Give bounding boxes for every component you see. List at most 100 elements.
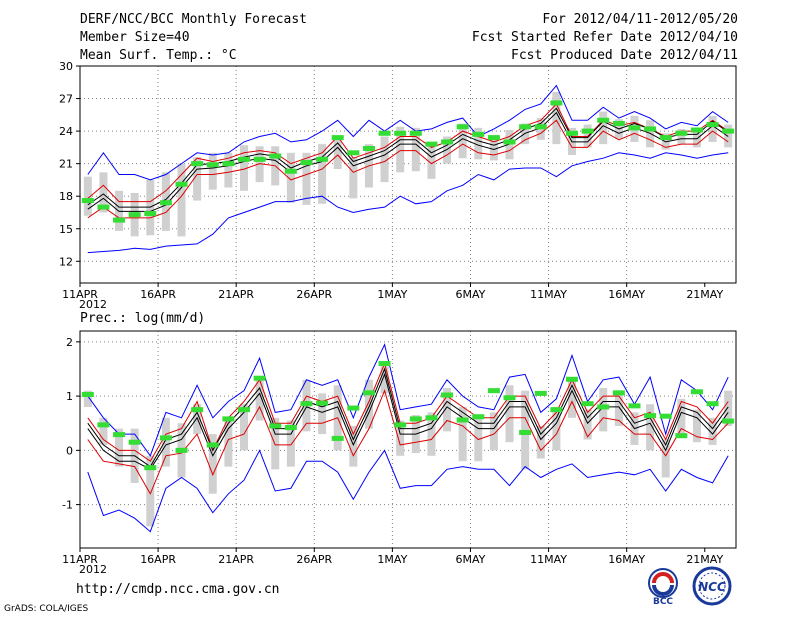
temperature-spread-bar bbox=[599, 111, 608, 145]
temperature-observed-mark bbox=[612, 121, 625, 127]
temperature-ytick-label: 18 bbox=[59, 190, 73, 203]
precipitation-ytick-label: -1 bbox=[62, 499, 73, 512]
precipitation-observed-mark bbox=[362, 390, 375, 396]
precipitation-spread-bar bbox=[240, 404, 248, 451]
temperature-xtick-label: 16APR bbox=[140, 288, 176, 301]
temperature-observed-mark bbox=[97, 204, 110, 210]
precipitation-spread-bar bbox=[568, 377, 576, 418]
precipitation-observed-mark bbox=[206, 442, 219, 448]
precipitation-spread-bar bbox=[646, 404, 655, 451]
precipitation-xtick-label: 11APR bbox=[62, 553, 98, 566]
ncc-logo-icon: NCC bbox=[692, 566, 732, 606]
temperature-observed-mark bbox=[253, 156, 266, 162]
temperature-spread-bar bbox=[83, 176, 92, 216]
temperature-xtick-label: 16MAY bbox=[608, 288, 645, 301]
precipitation-xtick-label: 21MAY bbox=[686, 553, 723, 566]
temperature-observed-mark bbox=[597, 117, 610, 123]
precipitation-observed-mark bbox=[409, 416, 422, 422]
bcc-logo-text: BCC bbox=[653, 597, 673, 606]
precipitation-xtick-label: 11MAY bbox=[530, 553, 567, 566]
temperature-spread-bar bbox=[99, 172, 108, 213]
ncc-logo: NCC bbox=[688, 566, 736, 612]
precipitation-spread-bar bbox=[115, 428, 124, 467]
precipitation-observed-mark bbox=[238, 407, 250, 413]
temperature-observed-mark bbox=[441, 139, 454, 145]
temperature-observed-mark bbox=[113, 217, 126, 223]
temperature-spread-bar bbox=[380, 136, 389, 183]
precipitation-line-max bbox=[87, 343, 729, 457]
temperature-spread-bar bbox=[708, 115, 717, 142]
precipitation-spread-bar bbox=[614, 393, 623, 426]
temperature-observed-mark bbox=[81, 198, 94, 204]
variable-label: Mean Surf. Temp.: °C bbox=[80, 48, 237, 63]
precipitation-observed-mark bbox=[316, 400, 329, 406]
precipitation-line-upper bbox=[87, 361, 729, 462]
temperature-line-median bbox=[87, 111, 729, 212]
temperature-observed-mark bbox=[690, 127, 703, 133]
temperature-observed-mark bbox=[347, 150, 360, 156]
precipitation-observed-mark bbox=[144, 465, 157, 471]
source-url[interactable]: http://cmdp.ncc.cma.gov.cn bbox=[76, 582, 280, 597]
temperature-observed-mark bbox=[550, 100, 563, 106]
precipitation-spread-bar bbox=[99, 417, 108, 445]
precipitation-xtick-label: 21APR bbox=[218, 553, 254, 566]
temperature-observed-mark bbox=[128, 212, 141, 218]
temperature-spread-bar bbox=[349, 157, 358, 199]
precipitation-spread-bar bbox=[161, 417, 170, 467]
precipitation-line-mean bbox=[87, 367, 729, 468]
precipitation-ytick-label: 2 bbox=[66, 336, 73, 349]
temperature-line-max bbox=[87, 84, 729, 181]
temperature-observed-mark bbox=[409, 130, 422, 136]
temperature-observed-mark bbox=[284, 168, 297, 174]
temperature-ytick-label: 21 bbox=[59, 158, 73, 171]
temperature-plot-frame bbox=[79, 65, 737, 284]
precipitation-observed-mark bbox=[566, 376, 578, 382]
temperature-observed-mark bbox=[238, 156, 250, 162]
precipitation-spread-bar bbox=[677, 398, 686, 435]
temperature-line-mean bbox=[87, 107, 729, 208]
precipitation-observed-mark bbox=[581, 401, 594, 407]
temperature-observed-mark bbox=[722, 128, 735, 134]
member-size: Member Size=40 bbox=[80, 30, 190, 45]
temperature-observed-mark bbox=[175, 181, 188, 187]
precipitation-spread-bar bbox=[208, 434, 217, 494]
precipitation-spread-bar bbox=[396, 420, 405, 456]
precipitation-observed-mark bbox=[81, 391, 94, 397]
precipitation-observed-mark bbox=[222, 416, 235, 422]
precipitation-observed-mark bbox=[284, 425, 297, 431]
temperature-ytick-label: 15 bbox=[59, 223, 73, 236]
precipitation-observed-mark bbox=[659, 413, 672, 419]
temperature-xtick-label: 26APR bbox=[296, 288, 332, 301]
temperature-line-min bbox=[87, 152, 729, 254]
precipitation-observed-mark bbox=[550, 407, 563, 413]
temperature-spread-bar bbox=[411, 127, 420, 172]
precipitation-spread-bar bbox=[489, 412, 498, 451]
temperature-xyear-label: 2012 bbox=[79, 298, 107, 311]
precipitation-spread-bar bbox=[271, 417, 280, 470]
temperature-spread-bar bbox=[286, 152, 295, 203]
temperature-observed-mark bbox=[519, 124, 532, 130]
precipitation-spread-bar bbox=[474, 415, 483, 462]
temperature-xtick-label: 11APR bbox=[62, 288, 98, 301]
temperature-observed-mark bbox=[191, 161, 204, 167]
temperature-spread-bar bbox=[240, 145, 248, 191]
precipitation-spread-bar bbox=[146, 455, 155, 527]
precipitation-observed-mark bbox=[706, 401, 719, 407]
chart-title: DERF/NCC/BCC Monthly Forecast bbox=[80, 12, 307, 27]
temperature-ytick-label: 27 bbox=[59, 93, 73, 106]
precipitation-spread-bar bbox=[458, 406, 467, 462]
temperature-line-lower bbox=[87, 119, 729, 219]
precipitation-spread-bar bbox=[583, 409, 592, 440]
precipitation-spread-bar bbox=[224, 417, 233, 467]
bcc-logo-icon: BCC bbox=[648, 568, 678, 607]
precipitation-observed-mark bbox=[331, 435, 344, 441]
temperature-ytick-label: 12 bbox=[59, 255, 73, 268]
temperature-spread-bar bbox=[489, 136, 498, 161]
temperature-spread-bar bbox=[318, 144, 327, 204]
precipitation-spread-bar bbox=[661, 439, 670, 478]
temperature-ytick-label: 30 bbox=[59, 60, 73, 73]
temperature-spread-bar bbox=[177, 163, 186, 237]
temperature-spread-bar bbox=[224, 152, 233, 188]
precipitation-observed-mark bbox=[690, 389, 703, 395]
